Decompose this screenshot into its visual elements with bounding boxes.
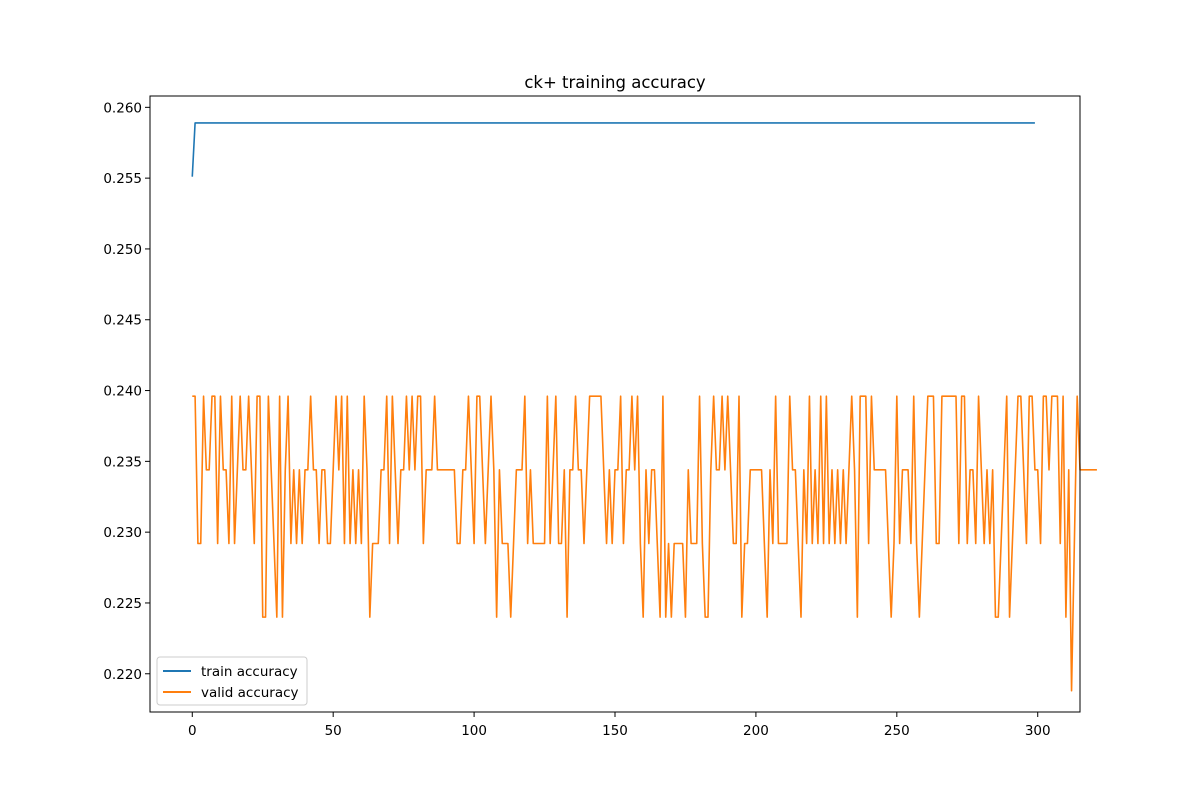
x-tick-label: 150 [602, 723, 628, 739]
y-tick-label: 0.225 [103, 596, 142, 612]
y-tick-label: 0.250 [103, 242, 142, 258]
x-tick-label: 250 [884, 723, 910, 739]
y-tick-label: 0.230 [103, 525, 142, 541]
legend-label-valid-accuracy: valid accuracy [201, 685, 299, 701]
y-tick-label: 0.240 [103, 384, 142, 400]
y-tick-label: 0.245 [103, 313, 142, 329]
y-tick-label: 0.220 [103, 667, 142, 683]
chart-title: ck+ training accuracy [524, 73, 706, 92]
x-tick-label: 100 [461, 723, 487, 739]
y-tick-label: 0.260 [103, 100, 142, 116]
legend-label-train-accuracy: train accuracy [201, 664, 298, 680]
y-tick-label: 0.235 [103, 454, 142, 470]
y-axis: 0.220 0.225 0.230 0.235 0.240 0.245 0.250 0.255… [103, 100, 150, 683]
x-tick-label: 50 [325, 723, 342, 739]
series-line-valid-accuracy [192, 395, 1097, 692]
y-tick-label: 0.255 [103, 171, 142, 187]
x-tick-label: 200 [743, 723, 769, 739]
legend: train accuracy valid accuracy [156, 656, 308, 706]
x-tick-label: 300 [1025, 723, 1051, 739]
x-tick-label: 0 [188, 723, 197, 739]
x-axis: 0 50 100 150 200 250 300 [188, 712, 1051, 739]
series-layer [191, 122, 1097, 692]
legend-box [156, 656, 308, 706]
series-line-train-accuracy [191, 122, 1035, 177]
